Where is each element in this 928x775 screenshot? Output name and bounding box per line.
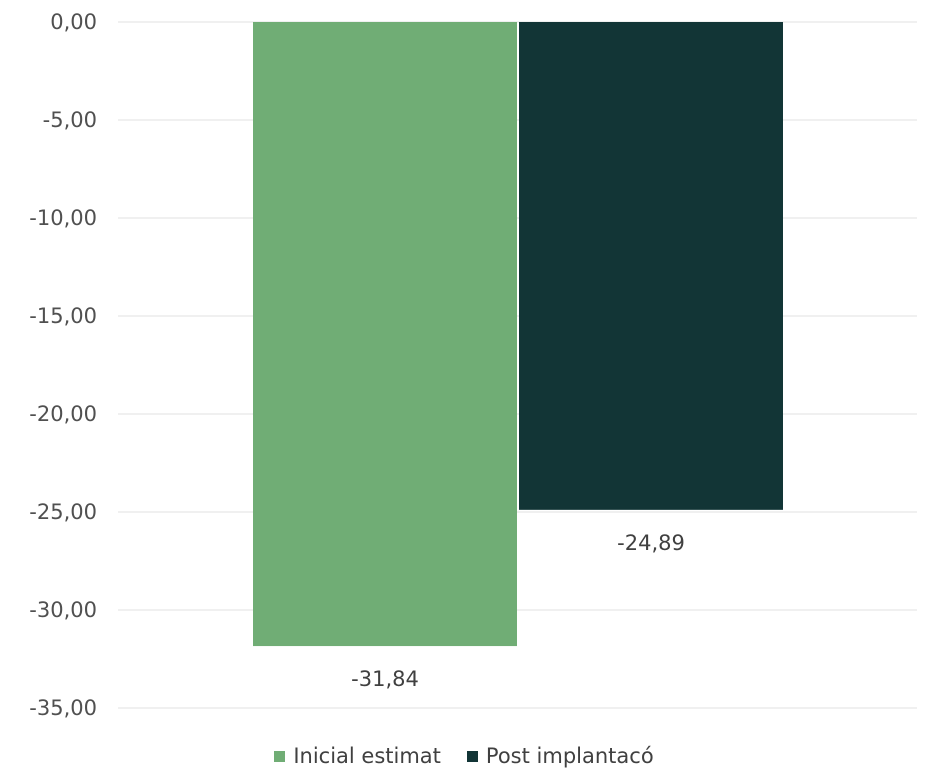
y-tick-label: -20,00 bbox=[29, 402, 97, 426]
legend-swatch-post-implantaco bbox=[466, 750, 478, 762]
y-tick-label: -30,00 bbox=[29, 598, 97, 622]
y-tick-label: -35,00 bbox=[29, 696, 97, 720]
legend-label-post-implantaco: Post implantacó bbox=[485, 744, 654, 768]
y-tick-label: -15,00 bbox=[29, 304, 97, 328]
data-label-post-implantacó: -24,89 bbox=[617, 531, 685, 555]
y-axis: 0,00 -5,00 -10,00 -15,00 -20,00 -25,00 -30,00 -… bbox=[29, 10, 97, 720]
data-label-inicial-estimat: -31,84 bbox=[351, 667, 419, 691]
bar-post-implantacó bbox=[519, 22, 783, 510]
legend: Inicial estimat Post implantacó bbox=[0, 744, 928, 768]
y-tick-label: -10,00 bbox=[29, 206, 97, 230]
y-tick-label: -25,00 bbox=[29, 500, 97, 524]
bars bbox=[253, 22, 783, 647]
bar-inicial-estimat bbox=[253, 22, 517, 647]
gridlines bbox=[118, 21, 917, 709]
data-labels: -31,84 -24,89 bbox=[351, 531, 685, 691]
y-tick-label: -5,00 bbox=[43, 108, 97, 132]
legend-item-post-implantaco: Post implantacó bbox=[466, 744, 654, 768]
y-tick-label: 0,00 bbox=[50, 10, 97, 34]
bar-chart: 0,00 -5,00 -10,00 -15,00 -20,00 -25,00 -30,00 -… bbox=[29, 10, 917, 720]
legend-swatch-inicial-estimat bbox=[274, 750, 286, 762]
legend-label-inicial-estimat: Inicial estimat bbox=[293, 744, 441, 768]
legend-item-inicial-estimat: Inicial estimat bbox=[274, 744, 441, 768]
